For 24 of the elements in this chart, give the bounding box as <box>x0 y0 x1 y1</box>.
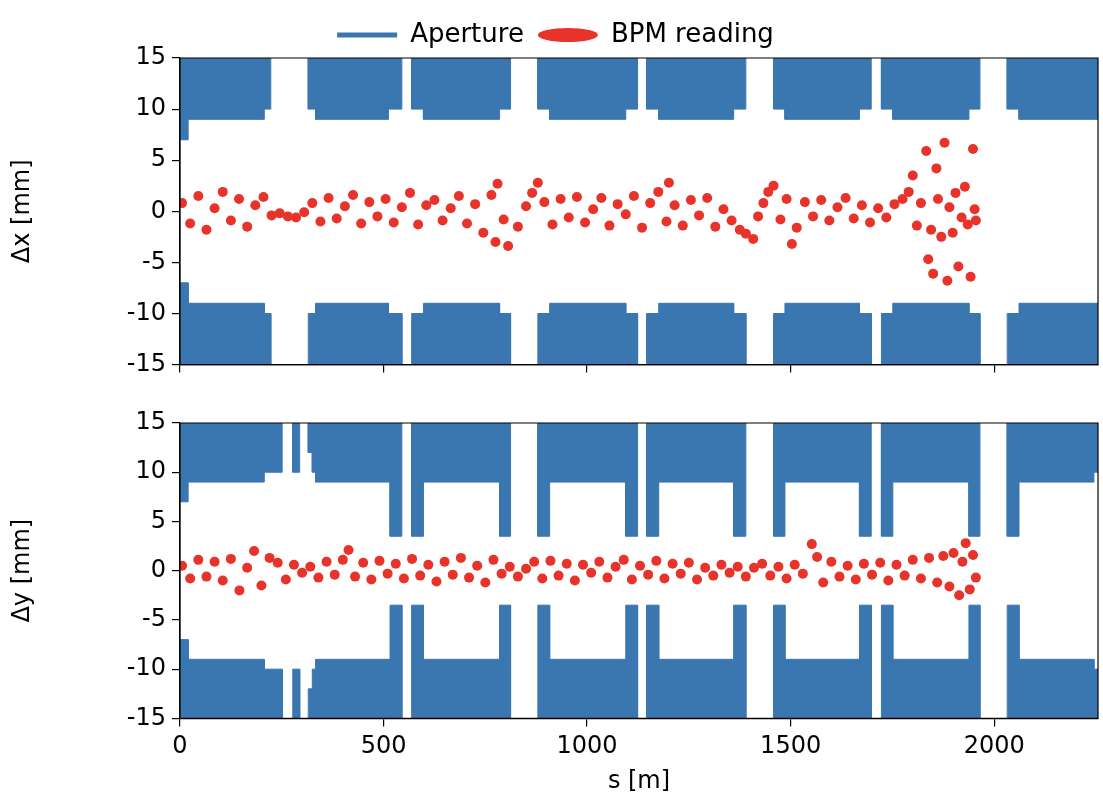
x-tick-label: 2000 <box>963 731 1025 760</box>
x-tick-label: 0 <box>172 731 188 760</box>
y-tick-label: 10 <box>135 93 166 122</box>
y-tick-label: 0 <box>150 554 166 583</box>
x-tick-label: 1000 <box>556 731 618 760</box>
y-tick-label: -15 <box>126 348 166 377</box>
legend-label: BPM reading <box>610 17 774 48</box>
y-tick-label: 15 <box>135 42 166 71</box>
y-tick-label: -10 <box>126 297 166 326</box>
y-tick-label: -5 <box>142 604 166 633</box>
x-tick-label: 1500 <box>760 731 822 760</box>
y-axis-title: Δx [mm] <box>6 159 35 264</box>
x-axis-title: s [m] <box>607 765 671 794</box>
y-tick-label: 5 <box>150 505 166 534</box>
legend-label: Aperture <box>410 17 524 48</box>
y-axis-title: Δy [mm] <box>6 518 35 623</box>
y-tick-label: -15 <box>126 702 166 731</box>
y-tick-label: -5 <box>142 246 166 275</box>
y-tick-label: 5 <box>150 144 166 173</box>
y-tick-label: 15 <box>135 407 166 436</box>
x-tick-label: 500 <box>360 731 407 760</box>
y-tick-label: 0 <box>150 195 166 224</box>
y-tick-label: -10 <box>126 653 166 682</box>
y-tick-label: 10 <box>135 456 166 485</box>
